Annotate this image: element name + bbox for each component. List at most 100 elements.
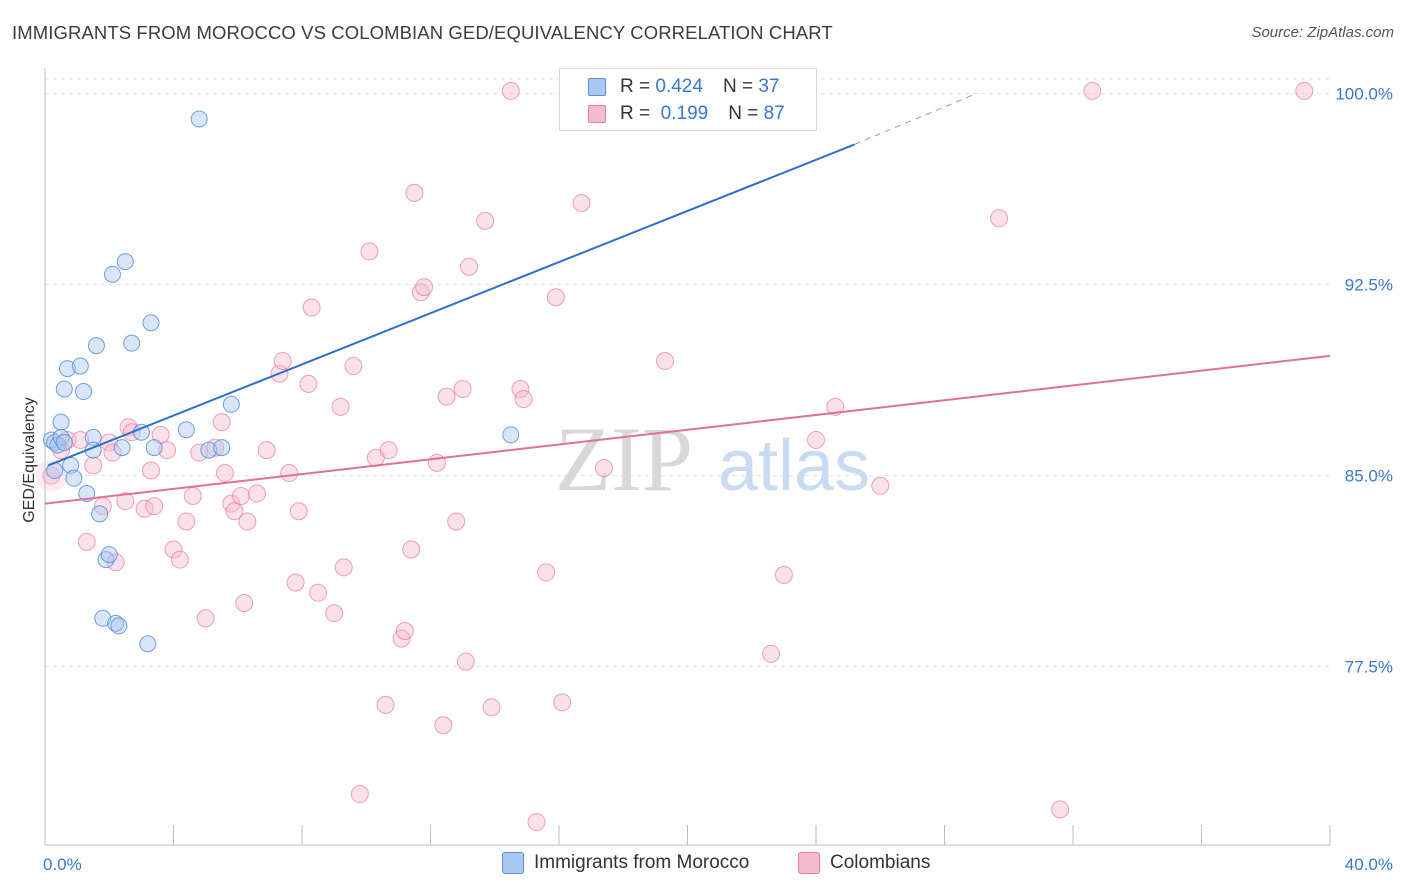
colombians-point	[77, 532, 96, 551]
series-legend: Immigrants from Morocco Colombians	[0, 852, 1406, 878]
morocco-point	[58, 360, 76, 378]
colombians-point	[142, 461, 161, 480]
morocco-point	[100, 546, 118, 564]
colombians-point	[158, 441, 177, 460]
series-legend-colombians[interactable]: Colombians	[798, 852, 930, 874]
colombians-point	[402, 540, 421, 559]
tick-labels: 100.0% 92.5% 85.0% 77.5% 0.0% 40.0%	[43, 84, 1393, 874]
series-swatch-morocco	[502, 852, 524, 874]
colombians-point	[196, 609, 215, 628]
colombians-point	[231, 486, 250, 505]
colombians-point	[807, 430, 825, 449]
morocco-point	[177, 421, 195, 439]
morocco-point	[190, 110, 208, 128]
colombians-point	[415, 278, 434, 297]
colombians-point	[990, 209, 1009, 228]
chart-title: IMMIGRANTS FROM MOROCCO VS COLOMBIAN GED…	[12, 22, 833, 43]
colombians-point	[299, 374, 318, 393]
colombians-point	[453, 379, 472, 398]
colombians-point	[1295, 81, 1314, 100]
colombians-point	[145, 497, 164, 516]
colombians-point	[164, 540, 183, 559]
colombians-point	[1083, 81, 1102, 100]
colombians-point	[395, 622, 414, 641]
morocco-point	[139, 635, 157, 653]
colombians-point	[437, 387, 456, 406]
colombians-point	[248, 484, 267, 503]
colombians-point	[100, 433, 119, 452]
colombians-point	[334, 558, 353, 577]
morocco-point	[65, 469, 83, 487]
chart-source: Source: ZipAtlas.com	[1251, 24, 1394, 41]
colombians-point	[537, 563, 556, 582]
morocco-point	[52, 413, 70, 431]
morocco-point	[71, 357, 89, 375]
legend-r-value-colombians: 0.199	[660, 103, 709, 124]
morocco-point	[110, 617, 128, 635]
colombians-point	[350, 785, 369, 804]
colombians-point	[84, 456, 103, 475]
colombians-point	[460, 257, 479, 276]
morocco-point	[94, 609, 112, 627]
morocco-point	[52, 428, 70, 446]
legend-r-label: R =	[620, 103, 651, 124]
legend-n-label: N =	[728, 103, 759, 124]
x-tick-label-max: 40.0%	[1345, 855, 1393, 874]
y-tick-label: 85.0%	[1345, 467, 1393, 486]
watermark-atlas: atlas	[718, 426, 870, 506]
gridlines	[45, 78, 1330, 668]
colombians-point	[434, 716, 453, 735]
colombians-point	[286, 573, 305, 592]
colombians-point	[514, 390, 533, 409]
morocco-point	[145, 439, 163, 457]
colombians-point	[501, 81, 520, 100]
morocco-point	[200, 441, 218, 459]
series-legend-morocco[interactable]: Immigrants from Morocco	[502, 852, 749, 874]
morocco-point	[502, 426, 520, 444]
series-legend-label-morocco: Immigrants from Morocco	[534, 852, 750, 873]
colombians-point	[360, 242, 379, 261]
watermark: ZIP atlas	[555, 408, 870, 510]
legend-n-value-morocco: 37	[758, 76, 780, 97]
morocco-point	[123, 334, 141, 352]
legend-swatch-colombians	[588, 105, 606, 123]
colombians-trend-line	[44, 354, 1331, 505]
morocco-point	[213, 439, 231, 457]
colombians-point	[225, 502, 244, 521]
colombians-point	[572, 194, 591, 213]
watermark-zip: ZIP	[555, 408, 693, 510]
morocco-point	[113, 439, 131, 457]
colombians-points	[35, 81, 1314, 832]
morocco-point	[55, 380, 73, 398]
axes	[44, 68, 1331, 846]
colombians-point	[405, 183, 424, 202]
colombians-point	[116, 492, 135, 511]
colombians-point	[344, 357, 363, 376]
legend-r-value-morocco: 0.424	[655, 76, 703, 97]
legend-r-label: R =	[620, 76, 651, 97]
legend-n-value-colombians: 87	[763, 103, 785, 124]
colombians-point	[309, 583, 328, 602]
y-tick-label: 77.5%	[1345, 658, 1393, 677]
colombians-point	[527, 813, 546, 832]
colombians-point	[871, 476, 890, 495]
morocco-point	[116, 253, 134, 271]
colombians-point	[482, 698, 501, 717]
colombians-point	[379, 441, 398, 460]
legend-n-label: N =	[722, 76, 754, 97]
colombians-point	[289, 502, 308, 521]
morocco-point	[91, 505, 109, 523]
trend-lines	[44, 93, 1331, 505]
colombians-point	[376, 695, 395, 714]
colombians-point	[553, 693, 572, 712]
colombians-point	[774, 565, 793, 584]
morocco-trend-line	[47, 143, 855, 467]
y-tick-label: 100.0%	[1335, 84, 1393, 103]
y-tick-label: 92.5%	[1345, 276, 1393, 295]
morocco-point	[87, 337, 105, 355]
colombians-point	[212, 413, 231, 432]
colombians-point	[280, 464, 299, 483]
colombians-point	[456, 652, 475, 671]
morocco-point	[103, 265, 121, 283]
